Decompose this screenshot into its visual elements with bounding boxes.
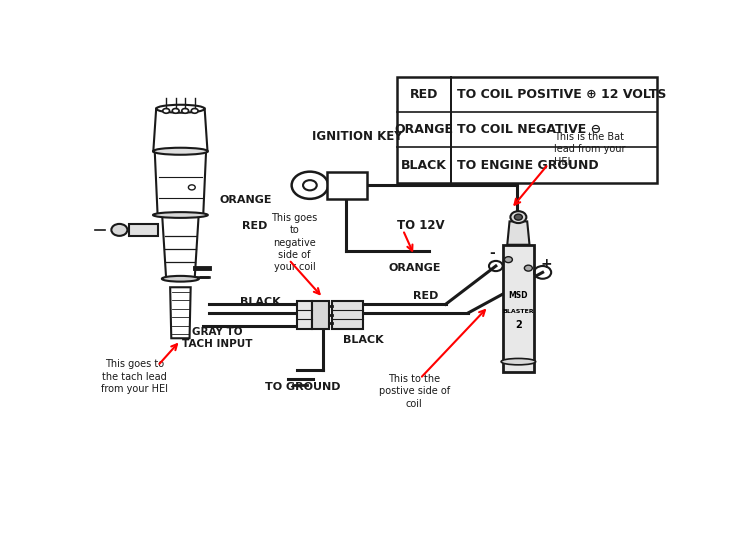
Text: RED: RED	[242, 221, 267, 231]
Ellipse shape	[153, 212, 208, 218]
Text: GRAY TO
TACH INPUT: GRAY TO TACH INPUT	[183, 327, 252, 349]
Text: This to the
postive side of
coil: This to the postive side of coil	[379, 374, 450, 409]
Polygon shape	[170, 287, 191, 338]
Text: TO 12V: TO 12V	[397, 219, 445, 232]
Text: This goes
to
negative
side of
your coil: This goes to negative side of your coil	[272, 213, 318, 273]
Text: RED: RED	[410, 88, 439, 101]
Ellipse shape	[172, 109, 179, 113]
Circle shape	[291, 172, 328, 199]
Polygon shape	[155, 151, 206, 215]
Text: BLASTER: BLASTER	[503, 309, 534, 314]
Polygon shape	[297, 301, 311, 328]
Polygon shape	[129, 224, 158, 236]
Circle shape	[524, 265, 532, 271]
Polygon shape	[331, 301, 363, 328]
Text: +: +	[541, 257, 553, 271]
Text: This goes to
the tach lead
from your HEI: This goes to the tach lead from your HEI	[102, 359, 169, 394]
Polygon shape	[311, 301, 329, 328]
Ellipse shape	[191, 109, 198, 113]
Text: ORANGE: ORANGE	[388, 263, 441, 273]
Text: ORANGE: ORANGE	[394, 123, 454, 136]
Text: -: -	[489, 246, 495, 260]
Text: BLACK: BLACK	[401, 158, 447, 172]
Ellipse shape	[153, 148, 208, 155]
Text: TO GROUND: TO GROUND	[265, 382, 341, 392]
Text: BLACK: BLACK	[240, 297, 280, 307]
Polygon shape	[503, 245, 534, 372]
Text: 2: 2	[515, 320, 522, 330]
Text: MSD: MSD	[509, 291, 528, 300]
Ellipse shape	[501, 358, 536, 365]
Text: This is the Bat
lead from your
HEI: This is the Bat lead from your HEI	[554, 132, 626, 167]
Polygon shape	[162, 215, 199, 279]
Circle shape	[514, 214, 523, 220]
Ellipse shape	[163, 109, 169, 113]
Text: IGNITION KEY: IGNITION KEY	[312, 130, 403, 143]
Polygon shape	[507, 221, 529, 245]
Text: RED: RED	[413, 291, 439, 301]
Circle shape	[504, 257, 512, 263]
Circle shape	[510, 211, 526, 223]
Text: BLACK: BLACK	[343, 336, 383, 346]
Polygon shape	[327, 172, 367, 199]
Ellipse shape	[162, 276, 199, 282]
Circle shape	[111, 224, 127, 236]
Text: TO COIL POSITIVE ⊕ 12 VOLTS: TO COIL POSITIVE ⊕ 12 VOLTS	[457, 88, 666, 101]
Text: ORANGE: ORANGE	[220, 195, 272, 205]
Text: TO COIL NEGATIVE ⊖: TO COIL NEGATIVE ⊖	[457, 123, 601, 136]
Ellipse shape	[182, 109, 188, 113]
Text: TO ENGINE GROUND: TO ENGINE GROUND	[457, 158, 598, 172]
